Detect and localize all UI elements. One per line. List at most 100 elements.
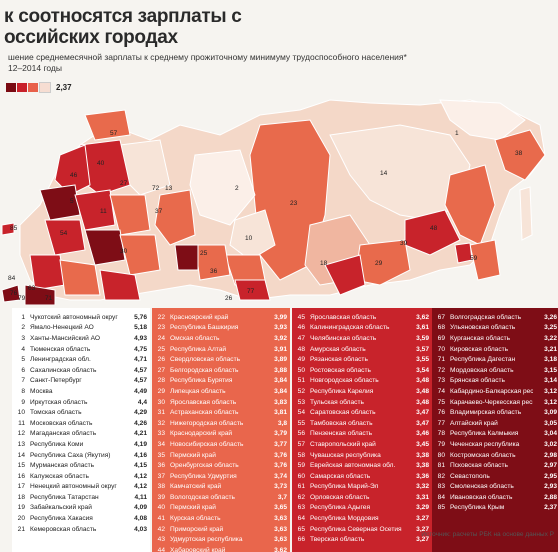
table-row: 54 Саратовская область 3,47	[292, 407, 432, 418]
rank-number: 71	[437, 356, 445, 364]
ratio-value: 3,48	[416, 377, 429, 385]
subtitle: шение среднемесячной зарплаты к среднему…	[8, 52, 407, 73]
rank-number: 83	[437, 483, 445, 491]
table-row: 15 Мурманская область 4,15	[12, 460, 150, 471]
table-row: 77 Алтайский край 3,05	[432, 418, 558, 429]
table-row: 55 Тамбовская область 3,47	[292, 418, 432, 429]
rank-number: 53	[297, 398, 305, 406]
ratio-value: 3,76	[274, 451, 287, 459]
region-name: Мордовская область	[450, 366, 514, 374]
rank-number: 49	[297, 356, 305, 364]
table-row: 21 Кемеровская область 4,03	[12, 524, 150, 535]
rank-number: 23	[157, 324, 165, 332]
rank-number: 17	[17, 483, 25, 491]
ratio-value: 3,38	[416, 462, 429, 470]
region-name: Пермский край	[170, 504, 216, 512]
ratio-value: 4,57	[134, 377, 147, 385]
region-name: Краснодарский край	[170, 430, 233, 438]
table-row: 73 Брянская область 3,14	[432, 376, 558, 387]
rank-number: 42	[157, 525, 165, 533]
region-name: Ненецкий автономный округ	[30, 483, 117, 491]
region-name: Оренбургская область	[170, 462, 239, 470]
ratio-value: 3,38	[416, 451, 429, 459]
ratio-value: 4,21	[134, 430, 147, 438]
table-row: 14 Республика Саха (Якутия) 4,16	[12, 450, 150, 461]
map-region-central-1	[39, 184, 81, 221]
region-name: Новгородская область	[310, 377, 379, 385]
table-row: 38 Камчатский край 3,73	[152, 482, 290, 493]
rank-number: 25	[157, 345, 165, 353]
table-row: 83 Смоленская область 2,93	[432, 482, 558, 493]
rank-number: 47	[297, 334, 305, 342]
table-row: 85 Республика Крым 2,37	[432, 503, 558, 514]
map-region-number: 37	[155, 208, 163, 215]
ratio-value: 3,74	[274, 472, 287, 480]
region-name: Санкт-Петербург	[30, 377, 82, 385]
rank-number: 38	[157, 483, 165, 491]
ratio-value: 4,26	[134, 419, 147, 427]
table-row: 20 Республика Хакасия 4,08	[12, 513, 150, 524]
region-name: Магаданская область	[30, 430, 97, 438]
ratio-value: 3,83	[274, 398, 287, 406]
map-region-primorye	[469, 239, 501, 281]
rank-number: 84	[437, 493, 445, 501]
rank-number: 28	[157, 377, 165, 385]
rank-number: 58	[297, 451, 305, 459]
rank-number: 63	[297, 504, 305, 512]
ratio-value: 3,48	[416, 398, 429, 406]
rank-number: 9	[21, 398, 25, 406]
map-region-number: 10	[245, 235, 253, 242]
table-row: 47 Челябинская область 3,59	[292, 333, 432, 344]
region-name: Амурская область	[310, 345, 366, 353]
map-region-number: 25	[200, 250, 208, 257]
map-region-caucasus	[24, 284, 56, 305]
table-row: 68 Ульяновская область 3,25	[432, 323, 558, 334]
rank-number: 43	[157, 536, 165, 544]
region-name: Калининградская область	[310, 324, 390, 332]
rank-number: 41	[157, 515, 165, 523]
table-row: 19 Забайкальский край 4,09	[12, 503, 150, 514]
table-row: 84 Ивановская область 2,88	[432, 492, 558, 503]
region-name: Тульская область	[310, 398, 364, 406]
map-region-number: 76	[10, 290, 18, 297]
map-region-number: 71	[45, 295, 53, 302]
ratio-value: 4,08	[134, 515, 147, 523]
rank-number: 6	[21, 366, 25, 374]
rank-number: 61	[297, 483, 305, 491]
ratio-value: 3,27	[416, 525, 429, 533]
table-row: 25 Республика Алтай 3,91	[152, 344, 290, 355]
region-name: Республика Татарстан	[30, 493, 99, 501]
ratio-value: 3,79	[274, 430, 287, 438]
rank-number: 36	[157, 462, 165, 470]
map-region-central-6	[119, 234, 161, 276]
table-row: 30 Ярославская область 3,83	[152, 397, 290, 408]
ratio-value: 3,63	[274, 515, 287, 523]
map-region-crimea	[1, 284, 21, 303]
map-region-number: 63	[28, 285, 36, 292]
rank-number: 4	[21, 345, 25, 353]
ratio-value: 5,76	[134, 313, 147, 321]
table-row: 63 Республика Адыгея 3,29	[292, 503, 432, 514]
rank-number: 35	[157, 451, 165, 459]
rank-number: 55	[297, 419, 305, 427]
table-row: 58 Чувашская республика 3,38	[292, 450, 432, 461]
region-name: Владимирская область	[450, 409, 522, 417]
rank-number: 18	[17, 493, 25, 501]
map-region-number: 23	[290, 200, 298, 207]
region-name: Еврейская автономная обл.	[310, 462, 396, 470]
map-region-number: 48	[430, 225, 438, 232]
rank-number: 15	[17, 462, 25, 470]
map-region-sverdlovsk	[154, 189, 196, 246]
table-row: 43 Удмуртская республика 3,63	[152, 534, 290, 545]
rank-number: 74	[437, 387, 445, 395]
table-row: 23 Республика Башкирия 3,93	[152, 323, 290, 334]
rank-number: 65	[297, 525, 305, 533]
table-row: 8 Москва 4,49	[12, 386, 150, 397]
ratio-value: 4,57	[134, 366, 147, 374]
legend-swatch-4	[39, 81, 51, 93]
ratio-value: 3,14	[544, 377, 557, 385]
region-name: Карачаево-Черкесская респ.	[450, 398, 533, 406]
table-row: 31 Астраханская область 3,81	[152, 407, 290, 418]
ratio-value: 3,65	[274, 504, 287, 512]
